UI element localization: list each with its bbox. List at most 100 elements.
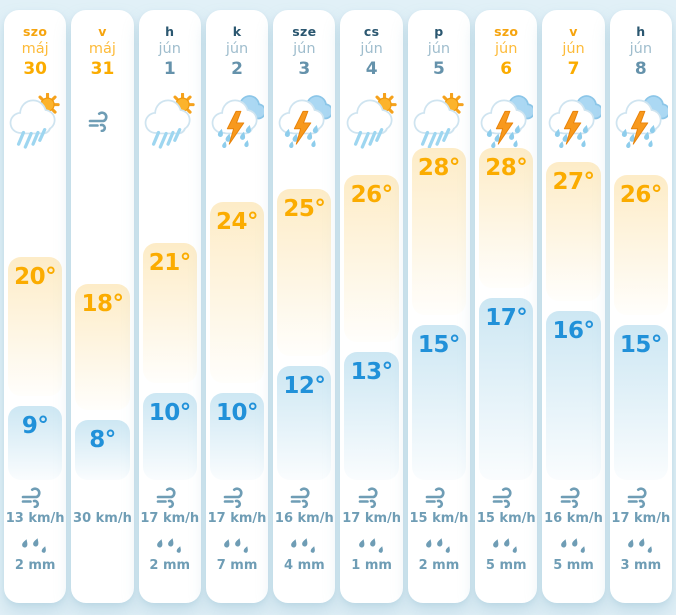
day-month: jún bbox=[427, 41, 451, 58]
wind-icon bbox=[475, 486, 537, 508]
high-temp-label: 28° bbox=[485, 155, 528, 181]
day-card-jún-5[interactable]: p jún 5 28° 15° 15 km/h 2 mm bbox=[407, 10, 471, 603]
wind-speed: 16 km/h bbox=[544, 511, 603, 526]
day-header: cs jún 4 bbox=[340, 24, 402, 80]
day-date: 3 bbox=[298, 59, 311, 80]
wind-speed: 15 km/h bbox=[476, 511, 536, 526]
precipitation-amount: 3 mm bbox=[620, 558, 662, 573]
day-month: máj bbox=[88, 41, 116, 58]
wind-icon bbox=[408, 486, 470, 508]
day-header: p jún 5 bbox=[408, 24, 470, 80]
day-card-jún-1[interactable]: h jún 1 21° 10° 17 km/h 2 mm bbox=[138, 10, 201, 603]
day-header: h jún 1 bbox=[139, 24, 201, 80]
day-header: v jún 7 bbox=[542, 24, 604, 80]
wind-speed: 17 km/h bbox=[342, 511, 402, 526]
precipitation-icon bbox=[4, 537, 66, 554]
high-temp-label: 20° bbox=[14, 263, 57, 290]
sun-rain-icon bbox=[408, 92, 470, 150]
wind-icon bbox=[139, 486, 201, 508]
day-card-jún-3[interactable]: sze jún 3 25° 12° 16 km/h bbox=[273, 10, 336, 603]
high-temp-label: 25° bbox=[283, 195, 326, 222]
low-temp-label: 10° bbox=[216, 399, 259, 426]
low-temp-label: 12° bbox=[283, 372, 326, 399]
day-card-jún-2[interactable]: k jún 2 24° 10° 17 km/h bbox=[205, 10, 269, 603]
low-temp-bar: 17° bbox=[479, 297, 534, 480]
day-month: jún bbox=[360, 41, 383, 58]
precipitation-amount: 1 mm bbox=[351, 558, 392, 573]
day-name: v bbox=[98, 24, 107, 39]
precipitation-amount: 2 mm bbox=[418, 558, 460, 573]
low-temp-bar: 9° bbox=[8, 406, 63, 480]
precipitation-amount: 4 mm bbox=[284, 558, 325, 573]
low-temp-label: 16° bbox=[552, 318, 596, 345]
high-temp-bar: 20° bbox=[8, 256, 63, 397]
precipitation-icon bbox=[408, 537, 470, 554]
day-date: 1 bbox=[163, 59, 176, 80]
high-temp-bar: 26° bbox=[613, 175, 668, 315]
high-temp-bar: 24° bbox=[209, 202, 265, 383]
storm-icon bbox=[273, 92, 335, 150]
day-name: v bbox=[569, 24, 578, 39]
day-date: 8 bbox=[634, 59, 647, 80]
day-name: szo bbox=[494, 24, 519, 39]
day-date: 6 bbox=[500, 59, 513, 80]
low-temp-label: 17° bbox=[485, 304, 528, 331]
day-card-jún-4[interactable]: cs jún 4 26° 13° 17 km/h 1 mm bbox=[340, 10, 403, 603]
high-temp-bar: 18° bbox=[75, 284, 130, 410]
day-card-jún-8[interactable]: h jún 8 26° 15° 17 km/h bbox=[609, 10, 672, 603]
wind-speed: 16 km/h bbox=[274, 511, 334, 526]
high-temp-label: 27° bbox=[552, 168, 596, 195]
storm-icon bbox=[542, 92, 604, 150]
precipitation-icon bbox=[139, 537, 201, 554]
day-card-jún-7[interactable]: v jún 7 27° 16° 16 km/h bbox=[542, 10, 605, 603]
wind-icon bbox=[273, 486, 335, 508]
high-temp-label: 28° bbox=[417, 155, 461, 181]
sun-rain-icon bbox=[340, 92, 402, 150]
day-name: szo bbox=[23, 24, 48, 39]
high-temp-bar: 28° bbox=[479, 148, 534, 288]
wind-icon bbox=[206, 486, 268, 508]
day-date: 5 bbox=[433, 59, 445, 80]
sun-rain-icon bbox=[4, 92, 66, 150]
precipitation-icon bbox=[610, 537, 672, 554]
low-temp-label: 15° bbox=[619, 331, 663, 358]
day-meta: 13 km/h 2 mm bbox=[4, 486, 66, 573]
day-date: 2 bbox=[231, 59, 243, 80]
precipitation-amount: 2 mm bbox=[149, 558, 191, 573]
precipitation-icon bbox=[475, 537, 537, 554]
low-temp-label: 8° bbox=[89, 427, 116, 453]
day-name: cs bbox=[363, 24, 380, 39]
day-meta: 17 km/h 1 mm bbox=[340, 486, 402, 573]
high-temp-bar: 28° bbox=[411, 148, 467, 315]
day-name: p bbox=[434, 24, 444, 39]
day-card-máj-31[interactable]: v máj 31 18° 8° 30 km/h bbox=[71, 10, 134, 603]
wind-icon bbox=[610, 486, 672, 508]
high-temp-bar: 21° bbox=[142, 243, 197, 383]
day-meta: 17 km/h 2 mm bbox=[139, 486, 201, 573]
day-name: h bbox=[636, 24, 646, 39]
low-temp-bar: 13° bbox=[344, 352, 399, 480]
day-month: jún bbox=[293, 41, 316, 58]
day-meta: 15 km/h 5 mm bbox=[475, 486, 537, 573]
day-header: sze jún 3 bbox=[273, 24, 335, 80]
day-month: jún bbox=[158, 41, 181, 58]
precipitation-amount: 7 mm bbox=[216, 558, 258, 573]
day-meta: 16 km/h 4 mm bbox=[273, 486, 335, 573]
wind-speed: 17 km/h bbox=[140, 511, 200, 526]
wind-speed: 17 km/h bbox=[207, 511, 267, 526]
day-card-máj-30[interactable]: szo máj 30 20° 9° 13 km/h 2 mm bbox=[4, 10, 67, 603]
wind-icon bbox=[71, 486, 133, 508]
low-temp-label: 15° bbox=[417, 331, 461, 358]
high-temp-label: 26° bbox=[619, 182, 663, 209]
day-card-jún-6[interactable]: szo jún 6 28° 17° 15 km/h bbox=[475, 10, 538, 603]
wind-speed: 13 km/h bbox=[5, 511, 65, 526]
precipitation-amount: 5 mm bbox=[485, 558, 527, 573]
wind-speed: 30 km/h bbox=[73, 511, 132, 526]
day-header: k jún 2 bbox=[206, 24, 268, 80]
high-temp-bar: 26° bbox=[344, 175, 399, 342]
wind-speed: 17 km/h bbox=[611, 511, 671, 526]
day-name: k bbox=[232, 24, 242, 39]
low-temp-bar: 8° bbox=[75, 420, 130, 480]
day-header: szo jún 6 bbox=[475, 24, 537, 80]
day-name: h bbox=[165, 24, 175, 39]
